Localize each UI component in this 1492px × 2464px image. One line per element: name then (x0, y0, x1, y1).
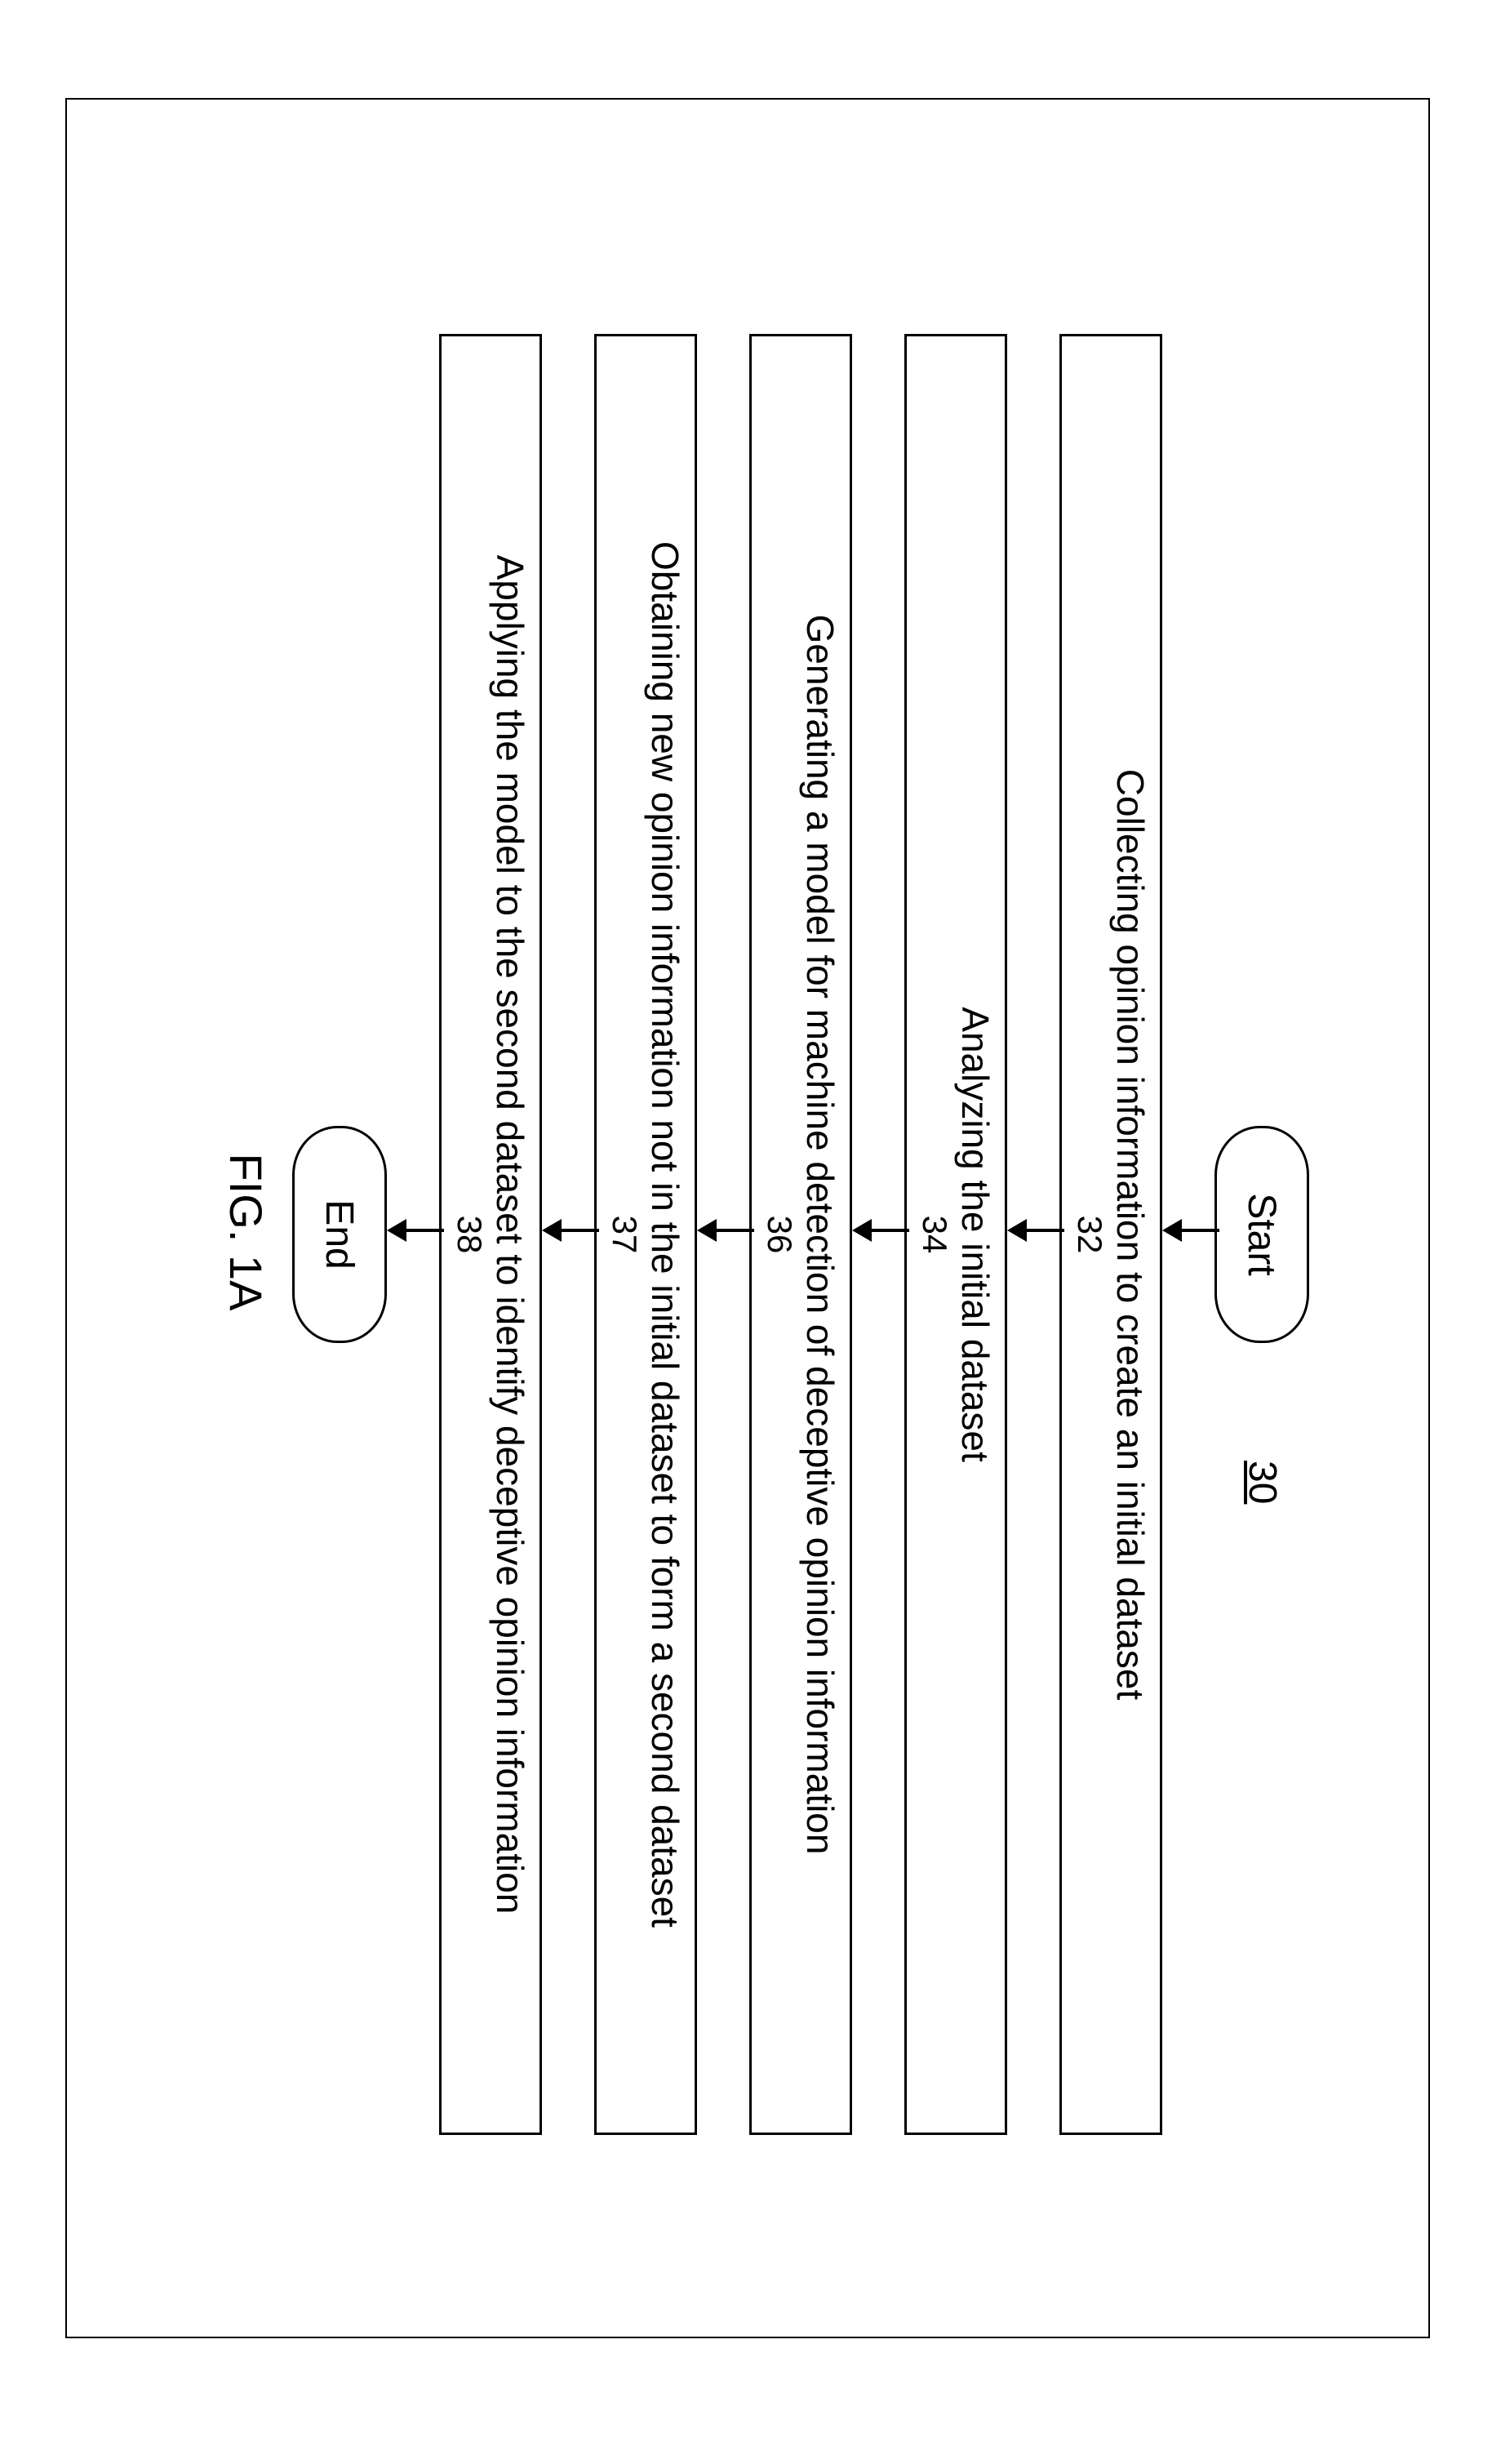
step-number: 32 (1071, 1216, 1108, 1254)
step-box-38: Applying the model to the second dataset… (439, 334, 542, 2135)
end-terminator: End (292, 1126, 387, 1343)
step-number: 38 (451, 1216, 488, 1254)
page: Start 30 Collecting opinion information … (0, 0, 1492, 2464)
step-label: Collecting opinion information to create… (1110, 769, 1152, 1700)
rotated-container: Start 30 Collecting opinion information … (134, 252, 1358, 2212)
step-number: 34 (916, 1216, 953, 1254)
step-box-36: Generating a model for machine detection… (749, 334, 852, 2135)
flowchart: Start 30 Collecting opinion information … (134, 252, 1358, 2212)
step-label: Obtaining new opinion information not in… (645, 541, 686, 1928)
start-label: Start (1240, 1193, 1285, 1275)
start-terminator: Start (1214, 1126, 1309, 1343)
step-label: Applying the model to the second dataset… (490, 555, 531, 1915)
step-box-34: Analyzing the initial dataset 34 (904, 334, 1007, 2135)
step-label: Generating a model for machine detection… (800, 615, 841, 1855)
step-box-32: Collecting opinion information to create… (1059, 334, 1162, 2135)
figure-ref-number: 30 (1240, 1461, 1285, 1504)
figure-label: FIG. 1A (220, 1069, 273, 1395)
end-label: End (317, 1199, 362, 1269)
step-box-37: Obtaining new opinion information not in… (594, 334, 697, 2135)
step-label: Analyzing the initial dataset (955, 1007, 997, 1461)
step-number: 36 (761, 1216, 798, 1254)
step-number: 37 (606, 1216, 643, 1254)
